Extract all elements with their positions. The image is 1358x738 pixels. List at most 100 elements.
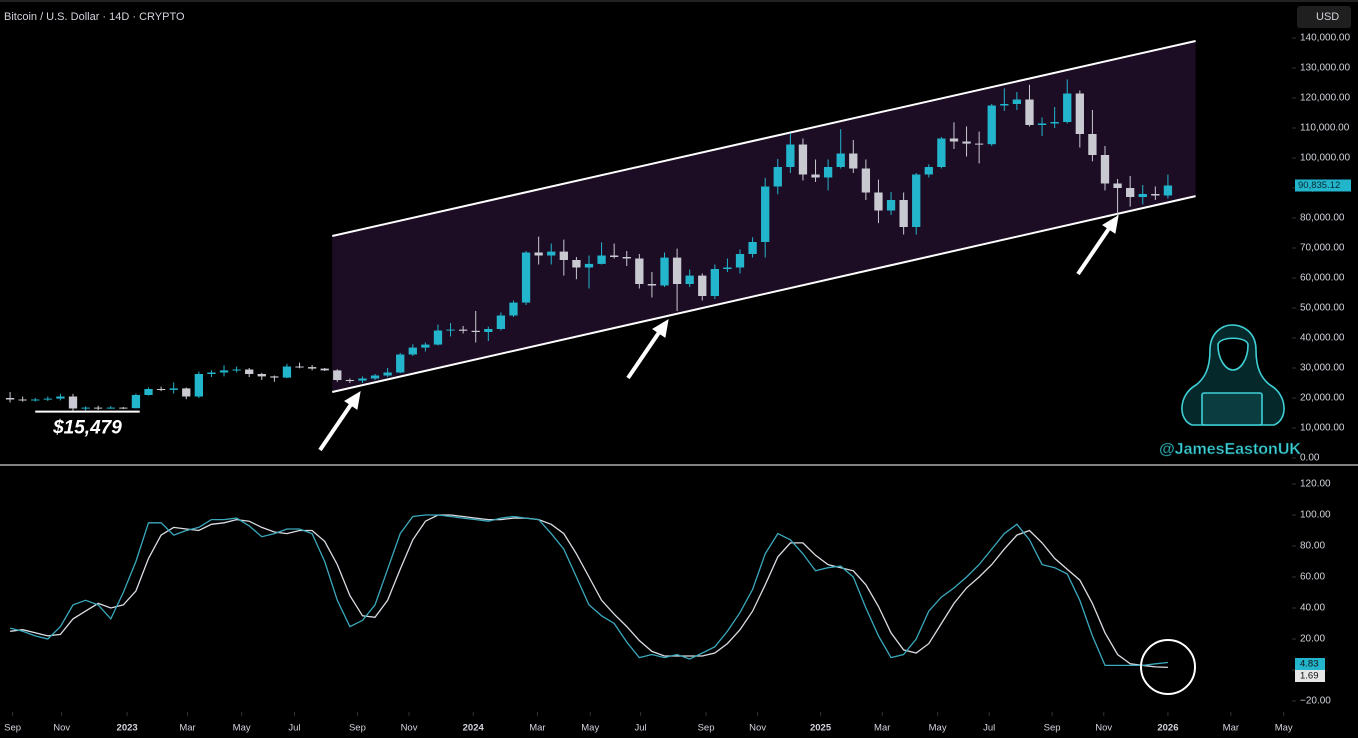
- candle-body: [1151, 194, 1160, 196]
- candle-body: [1100, 155, 1110, 184]
- x-tick-label: Mar: [529, 723, 545, 734]
- symbol-title: Bitcoin / U.S. Dollar · 14D · CRYPTO: [4, 11, 185, 23]
- candle-body: [282, 366, 292, 378]
- price-layer: 0.00 10,000.00 20,000.00 30,000.00 40,000.00…: [5, 33, 1351, 464]
- candle-body: [534, 252, 543, 256]
- candle-body: [194, 374, 204, 397]
- candle-body: [383, 372, 392, 376]
- value-badge-label: 1.69: [1300, 671, 1319, 682]
- x-tick-label: 2024: [463, 723, 485, 734]
- candle-body: [1000, 104, 1009, 106]
- arrow-head: [652, 319, 669, 338]
- channel-line: [332, 40, 1196, 237]
- candle-body: [333, 370, 342, 380]
- candle-body: [622, 257, 631, 259]
- candle-body: [43, 398, 52, 400]
- candle-body: [307, 367, 317, 369]
- candle-body: [131, 395, 141, 409]
- candle-body: [182, 388, 191, 397]
- candle-body: [144, 389, 153, 395]
- candle-body: [169, 388, 178, 390]
- candle-body: [1050, 122, 1059, 124]
- candle-body: [484, 329, 493, 332]
- candle-body: [559, 251, 568, 260]
- x-tick-label: Sep: [698, 723, 715, 734]
- x-tick-label: Mar: [874, 723, 890, 734]
- candle-body: [1037, 123, 1047, 125]
- y-tick-label: 60.00: [1300, 572, 1325, 583]
- candle-body: [861, 168, 871, 193]
- candle-body: [106, 407, 115, 409]
- candle-body: [509, 302, 518, 316]
- channel-line: [332, 195, 1196, 393]
- candle-body: [1113, 183, 1122, 188]
- candle-body: [849, 153, 858, 169]
- arrows: [318, 215, 1119, 452]
- candle-body: [761, 186, 770, 242]
- candle-body: [471, 330, 480, 332]
- stoch-layer: −20.000.0020.0040.0060.0080.00100.00120.…: [4, 479, 1331, 734]
- candle-body: [672, 257, 682, 284]
- arrow-head: [1102, 215, 1119, 234]
- candle-body: [295, 366, 304, 368]
- watermark: @JamesEastonUK: [1159, 441, 1301, 458]
- candle-body: [899, 200, 908, 227]
- candle-body: [987, 105, 996, 145]
- candle-body: [874, 192, 883, 211]
- candle-body: [18, 399, 27, 401]
- candle-body: [421, 344, 430, 348]
- candle-body: [547, 251, 556, 256]
- candle-body: [521, 252, 531, 303]
- y-tick-label: 100.00: [1300, 510, 1331, 521]
- y-tick-label: 50,000.00: [1300, 303, 1345, 314]
- arrow: [1076, 225, 1112, 276]
- candle-body: [396, 354, 405, 373]
- y-tick-label: −20.00: [1300, 696, 1331, 707]
- candle-body: [408, 347, 417, 355]
- candle-body: [698, 275, 707, 296]
- candle-body: [610, 255, 619, 257]
- x-tick-label: Sep: [349, 723, 366, 734]
- y-tick-label: 40,000.00: [1300, 333, 1345, 344]
- x-tick-label: Sep: [4, 723, 21, 734]
- face: [1217, 337, 1249, 371]
- candle-body: [320, 368, 329, 371]
- x-tick-label: May: [929, 723, 947, 734]
- value-badge-label: 4.83: [1300, 659, 1319, 670]
- x-tick-label: Nov: [1095, 723, 1112, 734]
- candle-body: [937, 138, 946, 167]
- candle-body: [1138, 194, 1147, 197]
- candle-body: [748, 242, 757, 254]
- y-tick-label: 100,000.00: [1300, 153, 1350, 164]
- currency-button[interactable]: [1297, 6, 1351, 28]
- candle-body: [446, 329, 455, 331]
- candle-body: [1163, 185, 1173, 196]
- candle-body: [270, 376, 279, 378]
- candle-body: [949, 138, 959, 142]
- y-tick-label: 30,000.00: [1300, 363, 1345, 374]
- arrow: [626, 329, 662, 380]
- candle-body: [962, 141, 971, 144]
- x-tick-label: Jul: [288, 723, 300, 734]
- stoch-line: [10, 514, 1168, 669]
- x-tick-label: Nov: [749, 723, 766, 734]
- candle-body: [786, 144, 795, 167]
- candle-body: [5, 398, 15, 400]
- candle-body: [773, 167, 782, 187]
- candle-body: [823, 167, 833, 178]
- candle-body: [370, 375, 380, 379]
- candle-body: [1012, 99, 1022, 104]
- candle-body: [597, 255, 606, 264]
- x-tick-label: 2023: [117, 723, 138, 734]
- y-tick-label: 80.00: [1300, 541, 1325, 552]
- x-tick-label: Sep: [1044, 723, 1061, 734]
- candle-body: [358, 378, 367, 381]
- currency-label[interactable]: USD: [1316, 11, 1339, 23]
- y-tick-label: 140,000.00: [1300, 33, 1350, 44]
- candle-body: [458, 329, 468, 331]
- candle-body: [710, 269, 720, 296]
- candle-body: [660, 257, 669, 286]
- y-tick-label: 120,000.00: [1300, 93, 1350, 104]
- y-tick-label: 40.00: [1300, 603, 1325, 614]
- candle-body: [735, 254, 745, 268]
